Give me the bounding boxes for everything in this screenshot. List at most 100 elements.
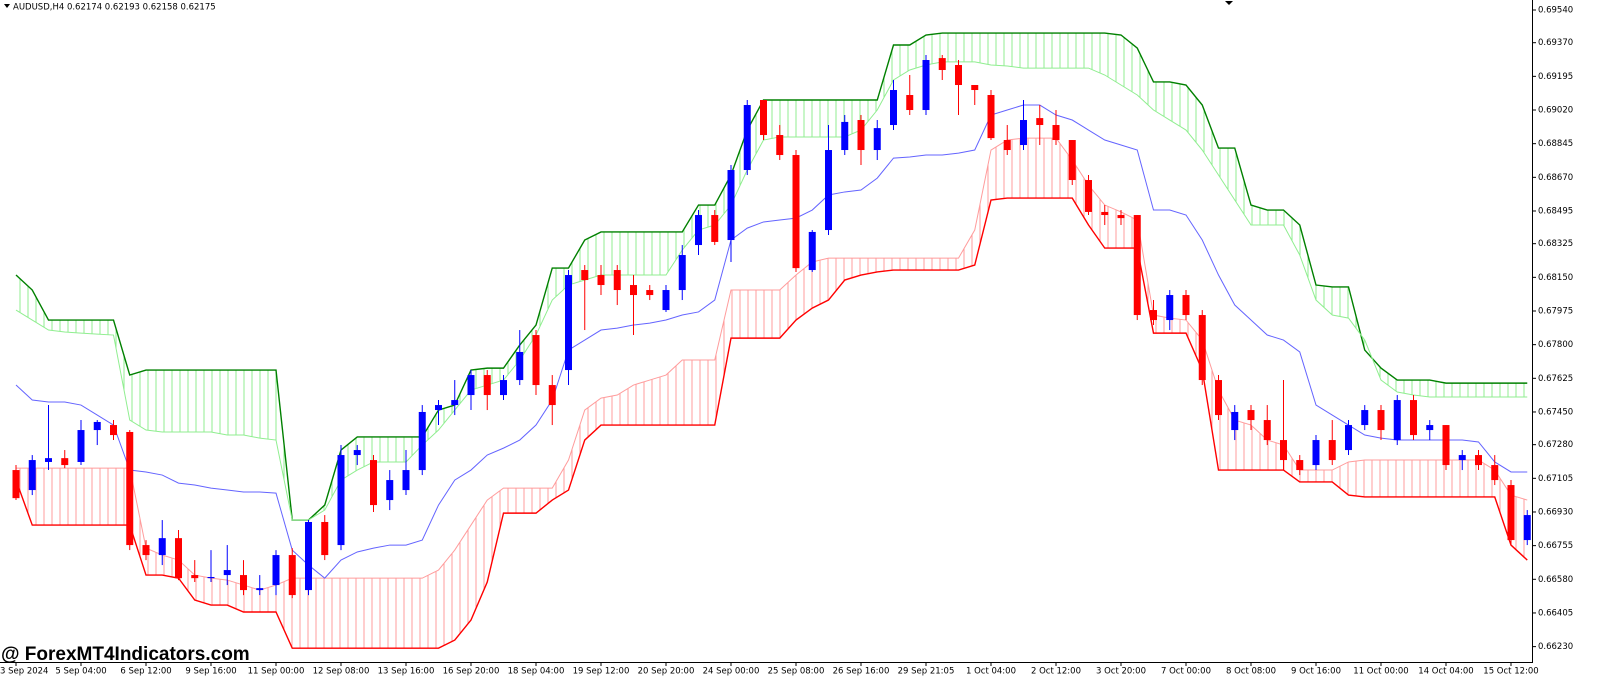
candle-body [646, 290, 654, 296]
x-tick-label: 8 Oct 08:00 [1226, 667, 1276, 677]
candle-body [1052, 125, 1060, 141]
candle-body [418, 411, 426, 471]
x-tick-label: 9 Sep 16:00 [185, 667, 236, 677]
candle-body [1117, 215, 1125, 219]
candle-body [1458, 455, 1466, 461]
candle-body [873, 128, 881, 151]
candle-body [12, 470, 20, 499]
watermark: @ ForexMT4Indicators.com [1, 644, 250, 665]
y-tick-label: 0.69020 [1538, 106, 1573, 116]
candle-body [110, 425, 117, 436]
candle-body [662, 290, 670, 311]
candle-body [1393, 400, 1401, 441]
candle-body [1361, 410, 1369, 426]
candle-body [337, 455, 345, 546]
candle-body [516, 351, 524, 381]
candle-body [695, 215, 702, 246]
candle-body [256, 588, 264, 591]
candle-body [191, 575, 199, 579]
candle-body [938, 58, 946, 71]
x-tick-label: 13 Sep 16:00 [378, 667, 435, 677]
x-tick-label: 16 Sep 20:00 [443, 667, 500, 677]
candle-body [1182, 295, 1190, 316]
y-tick-label: 0.68150 [1538, 273, 1573, 283]
x-tick-label: 9 Oct 16:00 [1291, 667, 1341, 677]
candle-body [1296, 460, 1304, 471]
candle-body [126, 431, 134, 546]
candle-body [841, 121, 849, 151]
symbol-header: AUDUSD,H4 0.62174 0.62193 0.62158 0.6217… [13, 3, 216, 13]
candle-body [272, 555, 280, 586]
candle-body [353, 450, 361, 456]
candle-body [1133, 215, 1141, 316]
candle-body [1377, 410, 1385, 431]
x-tick-label: 7 Oct 00:00 [1161, 667, 1211, 677]
y-tick-label: 0.67975 [1538, 306, 1573, 316]
y-tick-label: 0.66405 [1538, 608, 1573, 618]
candle-body [1020, 120, 1027, 146]
candle-body [1410, 400, 1417, 436]
candle-body [1263, 420, 1271, 441]
indicator-line [16, 137, 1528, 591]
candle-body [857, 120, 865, 151]
y-tick-label: 0.68670 [1538, 173, 1573, 183]
candle-body [743, 105, 751, 171]
candle-body [1475, 455, 1482, 466]
candle-body [1312, 440, 1320, 466]
candle-body [581, 270, 589, 281]
candle-body [1150, 310, 1157, 321]
y-tick-label: 0.67625 [1538, 374, 1573, 384]
y-tick-label: 0.67450 [1538, 407, 1573, 417]
candle-body [613, 270, 621, 291]
indicator-line [15, 32, 1528, 521]
candle-body [955, 65, 962, 86]
candle-body [207, 576, 215, 579]
candle-body [1085, 180, 1092, 212]
x-tick-label: 1 Oct 04:00 [966, 667, 1016, 677]
x-tick-label: 3 Oct 20:00 [1096, 667, 1146, 677]
x-tick-label: 3 Sep 2024 [0, 667, 48, 677]
y-tick-label: 0.66755 [1538, 541, 1573, 551]
candle-body [240, 575, 247, 591]
candle-body [1491, 465, 1499, 481]
x-tick-label: 29 Sep 21:05 [898, 667, 955, 677]
x-tick-label: 2 Oct 12:00 [1031, 667, 1081, 677]
candle-body [483, 375, 491, 396]
y-tick-label: 0.68325 [1538, 239, 1573, 249]
x-tick-label: 24 Sep 00:00 [703, 667, 760, 677]
x-tick-label: 5 Sep 04:00 [55, 667, 106, 677]
candle-body [77, 430, 85, 462]
x-tick-label: 18 Sep 04:00 [508, 667, 565, 677]
candle-body [61, 458, 69, 466]
x-tick-label: 12 Sep 08:00 [313, 667, 370, 677]
y-tick-label: 0.67105 [1538, 474, 1573, 484]
candle-body [1328, 440, 1336, 461]
cloud-fill [16, 33, 1528, 521]
candle-body [1003, 140, 1011, 151]
candle-body [808, 231, 816, 271]
candle-body [45, 458, 52, 462]
candle-body [532, 335, 540, 386]
x-tick-label: 11 Oct 00:00 [1353, 667, 1408, 677]
y-tick-label: 0.66930 [1538, 507, 1573, 517]
candle-body [792, 155, 800, 269]
candle-body [1426, 425, 1434, 431]
candle-body [711, 215, 719, 242]
candle-body [1523, 515, 1531, 541]
candle-body [971, 85, 979, 91]
y-tick-label: 0.69370 [1538, 38, 1573, 48]
candle-body [906, 95, 914, 111]
candle-body [890, 90, 897, 126]
candle-body [402, 470, 410, 491]
candle-body [1068, 140, 1076, 181]
x-tick-label: 19 Sep 12:00 [573, 667, 630, 677]
candle-body [93, 421, 101, 431]
plot-area [12, 32, 1531, 649]
y-tick-label: 0.68845 [1538, 139, 1573, 149]
candle-body [1231, 411, 1239, 431]
y-tick-label: 0.69540 [1538, 6, 1573, 16]
candle-body [987, 95, 995, 139]
candle-body [825, 150, 832, 231]
candle-body [288, 555, 296, 596]
